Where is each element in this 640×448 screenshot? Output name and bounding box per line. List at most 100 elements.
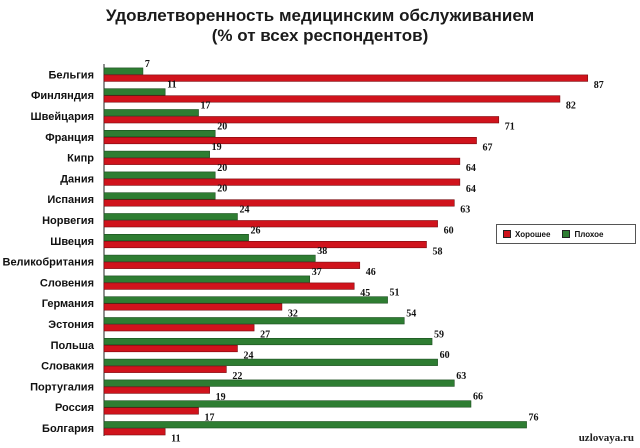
data-label-good: 87 <box>594 80 604 91</box>
category-label: Словения <box>40 277 94 289</box>
data-label-bad: 20 <box>217 184 227 195</box>
bar-bad <box>103 421 527 429</box>
category-label: Дания <box>60 173 94 185</box>
data-label-good: 71 <box>505 122 515 133</box>
bar-good <box>103 157 461 165</box>
bar-bad <box>103 358 438 366</box>
bar-good <box>103 282 355 290</box>
bar-bad <box>103 254 316 262</box>
bar-good <box>103 116 500 124</box>
legend-label-good: Хорошее <box>515 229 551 239</box>
category-label: Эстония <box>48 319 94 331</box>
category-label: Болгария <box>42 423 94 435</box>
data-label-bad: 20 <box>217 163 227 174</box>
data-label-bad: 24 <box>239 205 249 216</box>
bar-good <box>103 74 589 82</box>
bar-bad <box>103 192 216 200</box>
bar-bad <box>103 379 455 387</box>
data-label-bad: 19 <box>212 142 222 153</box>
bar-good <box>103 407 199 415</box>
category-label: Швеция <box>50 236 94 248</box>
bar-bad <box>103 109 199 117</box>
legend-item-bad: Плохое <box>562 230 603 239</box>
bar-good <box>103 261 361 269</box>
bar-bad <box>103 150 210 158</box>
chart-title-line2: (% от всех респондентов) <box>211 26 429 45</box>
bar-good <box>103 365 227 373</box>
category-label: Португалия <box>30 381 94 393</box>
bar-bad <box>103 213 238 221</box>
category-label: Великобритания <box>3 257 95 269</box>
bar-good <box>103 241 427 249</box>
bar-bad <box>103 296 388 304</box>
data-label-good: 82 <box>566 101 576 112</box>
bar-bad <box>103 275 311 283</box>
bar-good <box>103 324 255 332</box>
data-label-bad: 60 <box>440 350 450 361</box>
category-label: Испания <box>47 194 94 206</box>
bar-good <box>103 137 477 145</box>
legend-label-bad: Плохое <box>574 229 604 239</box>
chart-title-line1: Удовлетворенность медицинским обслуживан… <box>105 6 535 25</box>
bar-bad <box>103 171 216 179</box>
watermark-text: uzlovaya.ru <box>578 432 634 444</box>
data-label-bad: 63 <box>456 371 466 382</box>
data-label-good: 60 <box>444 226 454 237</box>
data-label-bad: 66 <box>473 392 483 403</box>
data-label-good: 17 <box>205 413 215 424</box>
bar-bad <box>103 88 166 96</box>
bar-bad <box>103 130 216 138</box>
bar-good <box>103 303 283 311</box>
data-label-bad: 59 <box>434 329 444 340</box>
data-label-bad: 17 <box>201 101 211 112</box>
category-label: Польша <box>51 340 95 352</box>
bar-good <box>103 428 166 436</box>
data-label-good: 24 <box>243 350 253 361</box>
bar-bad <box>103 317 405 325</box>
data-label-good: 58 <box>432 246 442 257</box>
data-label-good: 63 <box>460 205 470 216</box>
data-label-good: 64 <box>466 163 476 174</box>
data-label-bad: 51 <box>390 288 400 299</box>
data-label-bad: 76 <box>529 413 539 424</box>
data-label-good: 11 <box>171 434 180 445</box>
bar-good <box>103 199 455 207</box>
category-label: Франция <box>45 132 94 144</box>
data-label-bad: 7 <box>145 59 150 70</box>
data-label-good: 64 <box>466 184 476 195</box>
category-label: Словакия <box>41 361 94 373</box>
category-label: Германия <box>42 298 94 310</box>
data-label-good: 46 <box>366 267 376 278</box>
category-label: Бельгия <box>48 69 94 81</box>
chart-title: Удовлетворенность медицинским обслуживан… <box>0 6 640 46</box>
category-label: Финляндия <box>31 90 94 102</box>
bar-good <box>103 95 561 103</box>
legend-swatch-good <box>503 230 511 238</box>
data-label-good: 19 <box>216 392 226 403</box>
bar-bad <box>103 234 249 242</box>
category-label: Норвегия <box>42 215 94 227</box>
data-label-bad: 38 <box>317 246 327 257</box>
bar-good <box>103 178 461 186</box>
category-label: Кипр <box>67 153 94 165</box>
data-label-bad: 26 <box>251 225 261 236</box>
bar-bad <box>103 400 472 408</box>
category-label: Швейцария <box>31 111 94 123</box>
data-label-good: 22 <box>232 371 242 382</box>
data-label-bad: 11 <box>167 80 176 91</box>
legend-swatch-bad <box>562 230 571 238</box>
data-label-bad: 37 <box>312 267 322 278</box>
bar-bad <box>103 67 144 75</box>
bar-good <box>103 344 238 353</box>
data-label-bad: 54 <box>406 309 416 320</box>
data-label-good: 67 <box>483 142 493 153</box>
data-label-bad: 20 <box>217 121 227 132</box>
data-label-good: 27 <box>260 330 270 341</box>
legend-item-good: Хорошее <box>503 230 550 239</box>
category-label: Россия <box>55 402 94 414</box>
bar-good <box>103 220 438 228</box>
legend: Хорошее Плохое <box>496 224 636 244</box>
data-label-good: 45 <box>360 288 370 299</box>
bar-good <box>103 386 210 394</box>
